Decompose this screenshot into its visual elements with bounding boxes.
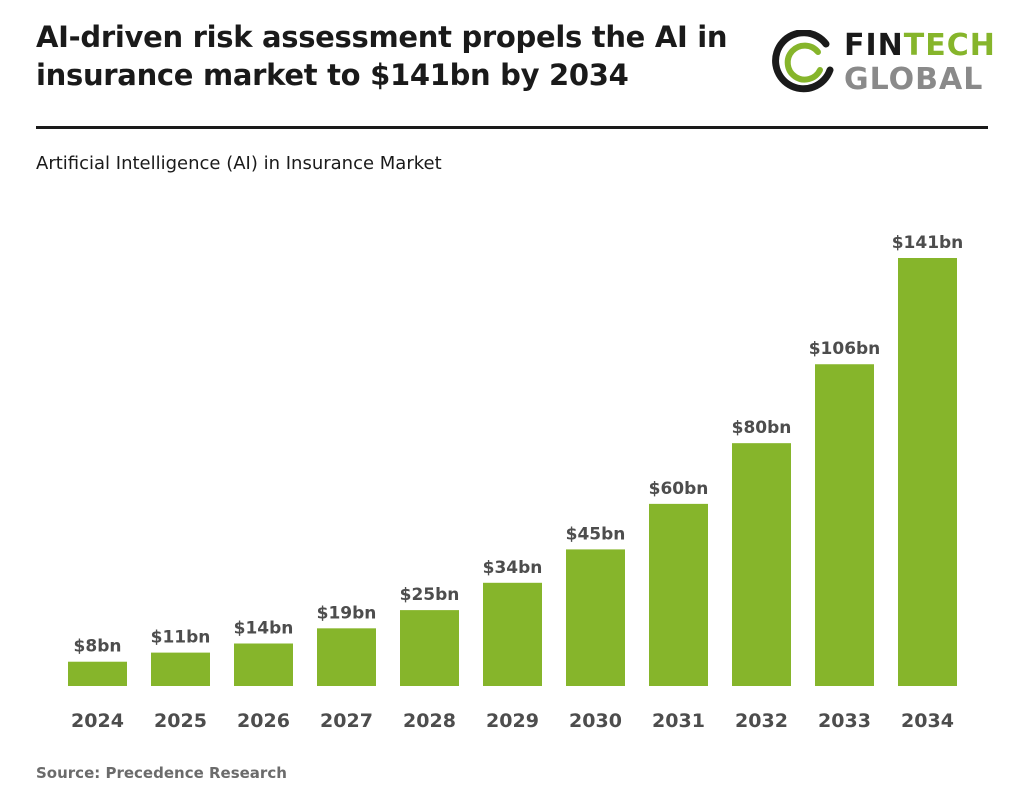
x-tick-2033: 2033: [818, 710, 871, 732]
x-tick-2029: 2029: [486, 710, 539, 732]
logo-ring-icon: [772, 30, 834, 93]
x-tick-2030: 2030: [569, 710, 622, 732]
logo-global-text: GLOBAL: [844, 62, 984, 97]
bar-2031: [649, 503, 708, 686]
fintech-global-logo: FINTECH GLOBAL: [772, 28, 995, 104]
x-tick-2024: 2024: [71, 710, 124, 732]
logo-wordmark-top: FINTECH: [844, 30, 996, 62]
data-label-2030: $45bn: [566, 524, 626, 544]
x-tick-2028: 2028: [403, 710, 456, 732]
data-label-2026: $14bn: [234, 619, 294, 639]
bar-2030: [566, 549, 625, 686]
x-tick-2031: 2031: [652, 710, 705, 732]
data-label-2032: $80bn: [732, 418, 792, 438]
data-label-2024: $8bn: [74, 637, 122, 657]
data-label-2028: $25bn: [400, 585, 460, 605]
source-note: Source: Precedence Research: [36, 764, 287, 782]
data-label-2033: $106bn: [809, 339, 881, 359]
bar-2032: [732, 443, 791, 686]
data-label-2034: $141bn: [892, 233, 964, 253]
x-tick-2032: 2032: [735, 710, 788, 732]
bar-2029: [483, 582, 542, 686]
data-label-2025: $11bn: [151, 628, 211, 648]
bar-2025: [151, 652, 210, 686]
bar-2027: [317, 628, 376, 686]
bar-2024: [68, 661, 127, 686]
chart-subtitle: Artificial Intelligence (AI) in Insuranc…: [36, 153, 442, 174]
x-tick-2027: 2027: [320, 710, 373, 732]
data-label-2027: $19bn: [317, 603, 377, 623]
logo-tech-text: TECH: [903, 28, 996, 63]
bar-2026: [234, 643, 293, 686]
x-tick-2026: 2026: [237, 710, 290, 732]
x-tick-2025: 2025: [154, 710, 207, 732]
header-divider: [36, 126, 988, 129]
data-label-2031: $60bn: [649, 479, 709, 499]
chart-title: AI-driven risk assessment propels the AI…: [36, 20, 728, 92]
x-tick-2034: 2034: [901, 710, 954, 732]
data-label-2029: $34bn: [483, 558, 543, 578]
bar-2034: [898, 258, 957, 686]
bar-2028: [400, 610, 459, 686]
logo-fin-text: FIN: [844, 28, 904, 63]
bar-2033: [815, 364, 874, 686]
